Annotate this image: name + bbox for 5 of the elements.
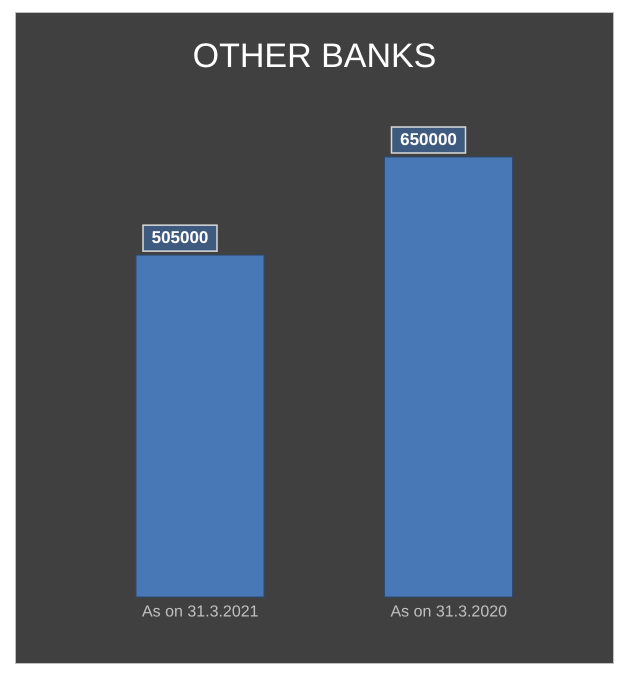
data-label: 650000 — [400, 130, 457, 149]
data-label: 505000 — [152, 228, 208, 248]
x-tick-label: As on 31.3.2021 — [142, 603, 259, 620]
chart-title: OTHER BANKS — [192, 37, 438, 77]
x-tick-label: As on 31.3.2020 — [390, 603, 508, 620]
